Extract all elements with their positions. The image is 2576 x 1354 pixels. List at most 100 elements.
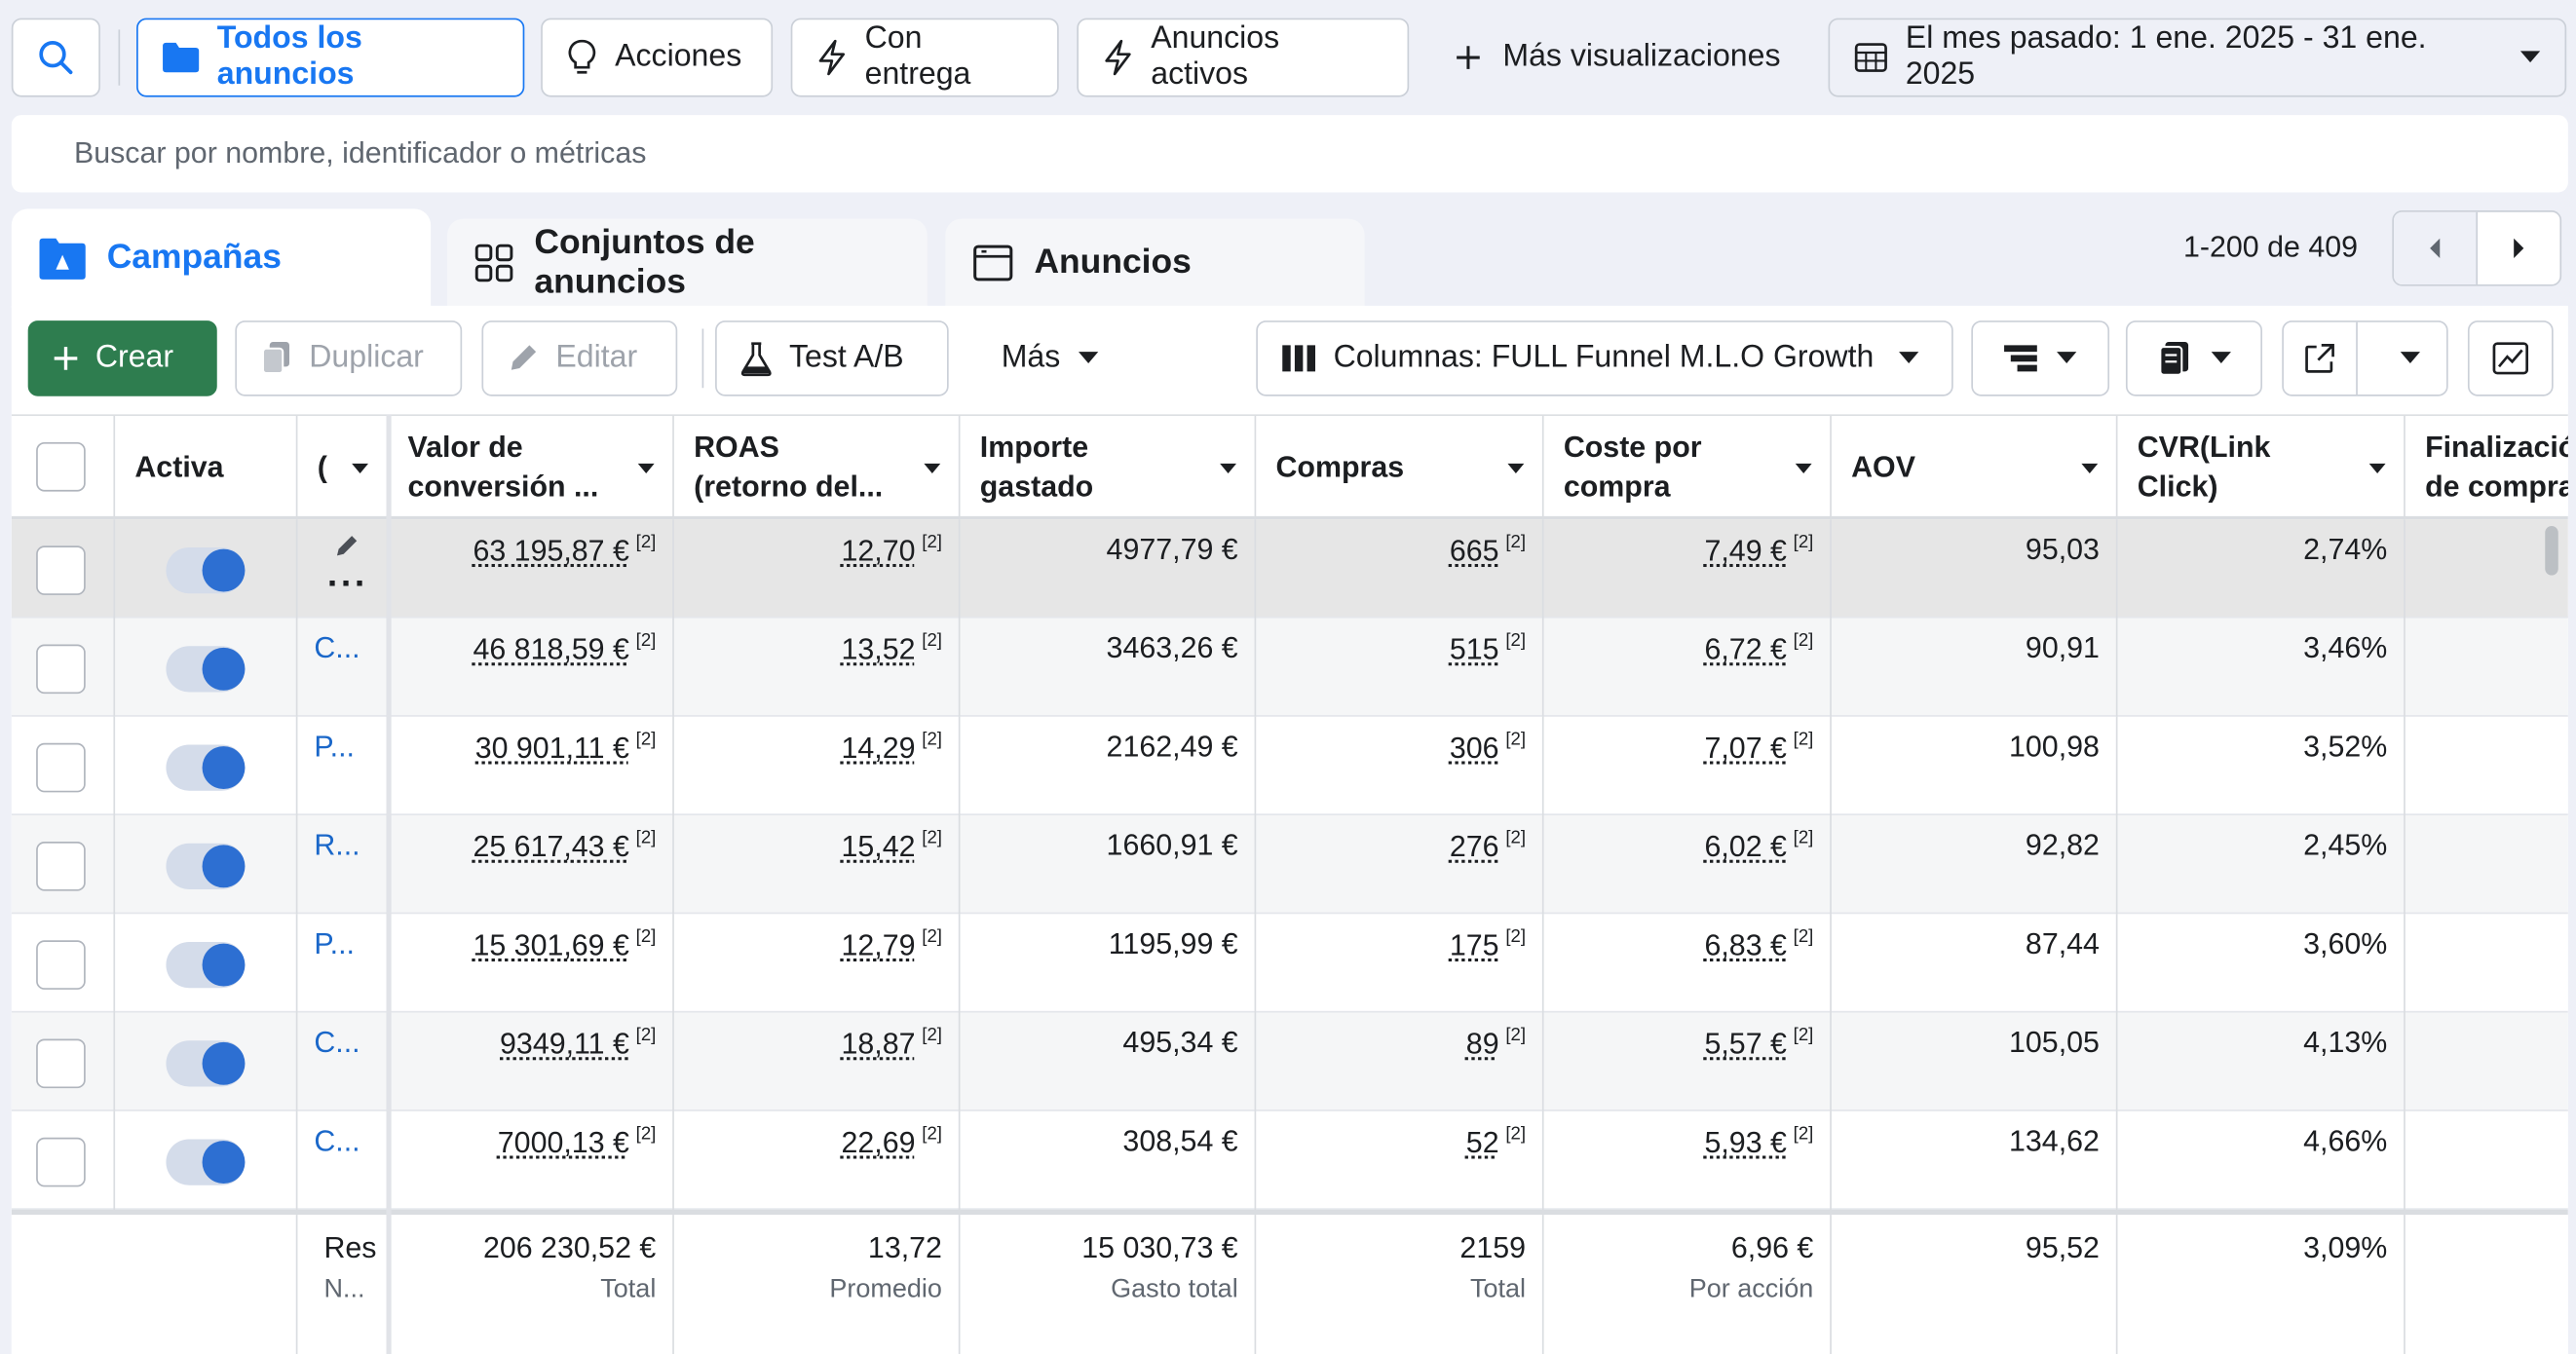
cell-roas[interactable]: 12,70 [2]	[674, 519, 961, 618]
next-page-button[interactable]	[2478, 212, 2559, 284]
cell-roas[interactable]: 22,69 [2]	[674, 1111, 961, 1210]
active-toggle[interactable]	[166, 1040, 245, 1086]
header-cost-per-purchase[interactable]: Coste por compra	[1544, 416, 1832, 518]
active-toggle[interactable]	[166, 942, 245, 988]
table-row[interactable]: P... 30 901,11 € [2] 14,29 [2] 2162,49 € 306 [2…	[12, 717, 2568, 815]
ab-test-button[interactable]: Test A/B	[715, 320, 949, 396]
cell-cpp[interactable]: 6,02 € [2]	[1544, 815, 1832, 914]
vertical-scrollbar[interactable]	[2545, 526, 2558, 576]
header-checkout-finalization[interactable]: Finalizació de compra	[2406, 416, 2568, 518]
cell-roas[interactable]: 15,42 [2]	[674, 815, 961, 914]
campaign-name-link[interactable]: P...	[314, 927, 355, 960]
cell-cpp[interactable]: 7,07 € [2]	[1544, 717, 1832, 815]
header-active[interactable]: Activa	[115, 416, 297, 518]
active-toggle[interactable]	[166, 844, 245, 889]
cell-conv[interactable]: 15 301,69 € [2]	[388, 914, 674, 1012]
reports-button[interactable]	[2126, 320, 2262, 396]
cell-purchases[interactable]: 276 [2]	[1256, 815, 1543, 914]
row-checkbox[interactable]	[36, 1138, 86, 1187]
cell-conv[interactable]: 7000,13 € [2]	[388, 1111, 674, 1210]
tab-ad-sets[interactable]: Conjuntos de anuncios	[447, 218, 928, 307]
cell-purchases[interactable]: 175 [2]	[1256, 914, 1543, 1012]
cell-cpp[interactable]: 6,72 € [2]	[1544, 619, 1832, 717]
cell-purchases[interactable]: 665 [2]	[1256, 519, 1543, 618]
breakdown-button[interactable]	[1971, 320, 2109, 396]
row-checkbox[interactable]	[36, 645, 86, 695]
row-checkbox[interactable]	[36, 940, 86, 990]
cell-conv[interactable]: 9349,11 € [2]	[388, 1013, 674, 1111]
row-checkbox[interactable]	[36, 545, 86, 595]
search-input[interactable]	[74, 136, 2376, 170]
date-range-picker[interactable]: El mes pasado: 1 ene. 2025 - 31 ene. 202…	[1829, 19, 2567, 97]
campaign-name-cell[interactable]: C...	[297, 1111, 388, 1210]
cell-conv[interactable]: 63 195,87 € [2]	[388, 519, 674, 618]
header-amount-spent[interactable]: Importe gastado	[961, 416, 1257, 518]
cell-conv[interactable]: 46 818,59 € [2]	[388, 619, 674, 717]
create-button[interactable]: Crear	[28, 320, 217, 396]
cell-roas[interactable]: 13,52 [2]	[674, 619, 961, 717]
campaign-name-link[interactable]: C...	[314, 631, 360, 664]
row-checkbox[interactable]	[36, 743, 86, 793]
campaign-name-cell[interactable]: C...	[297, 1013, 388, 1111]
cell-cpp[interactable]: 7,49 € [2]	[1544, 519, 1832, 618]
cell-conv[interactable]: 30 901,11 € [2]	[388, 717, 674, 815]
row-checkbox[interactable]	[36, 1039, 86, 1089]
search-button[interactable]	[12, 19, 100, 97]
active-toggle[interactable]	[166, 646, 245, 692]
cell-purchases[interactable]: 515 [2]	[1256, 619, 1543, 717]
more-views-button[interactable]: Más visualizaciones	[1454, 19, 1781, 97]
export-options-button[interactable]	[2373, 322, 2446, 395]
active-toggle[interactable]	[166, 1139, 245, 1185]
table-row[interactable]: C... 46 818,59 € [2] 13,52 [2] 3463,26 € 515 [2…	[12, 619, 2568, 717]
filter-actions[interactable]: Acciones	[541, 19, 773, 97]
pencil-icon[interactable]	[334, 533, 360, 559]
row-checkbox[interactable]	[36, 842, 86, 891]
campaign-name-cell[interactable]: C...	[297, 619, 388, 717]
campaign-name-link[interactable]: C...	[314, 1124, 360, 1157]
table-row[interactable]: R... 25 617,43 € [2] 15,42 [2] 1660,91 € 276 [2…	[12, 815, 2568, 914]
table-row[interactable]: C... 9349,11 € [2] 18,87 [2] 495,34 €89 [2] 5,5…	[12, 1013, 2568, 1111]
header-conversion-value[interactable]: Valor de conversión ...	[388, 416, 674, 518]
campaign-name-link[interactable]: P...	[314, 730, 355, 763]
cell-conv[interactable]: 25 617,43 € [2]	[388, 815, 674, 914]
table-row[interactable]: ··· 63 195,87 € [2] 12,70 [2] 4977,79 € 665 [2]…	[12, 519, 2568, 618]
filter-active-ads[interactable]: Anuncios activos	[1077, 19, 1409, 97]
cell-roas[interactable]: 18,87 [2]	[674, 1013, 961, 1111]
cell-purchases[interactable]: 89 [2]	[1256, 1013, 1543, 1111]
tab-campaigns[interactable]: Campañas	[12, 208, 431, 307]
active-toggle[interactable]	[166, 744, 245, 790]
campaign-name-cell[interactable]: P...	[297, 914, 388, 1012]
header-roas[interactable]: ROAS (retorno del...	[674, 416, 961, 518]
cell-cpp[interactable]: 5,93 € [2]	[1544, 1111, 1832, 1210]
more-actions-button[interactable]: Más	[978, 320, 1126, 396]
cell-roas[interactable]: 12,79 [2]	[674, 914, 961, 1012]
filter-with-delivery[interactable]: Con entrega	[791, 19, 1059, 97]
columns-preset-button[interactable]: Columnas: FULL Funnel M.L.O Growth	[1256, 320, 1953, 396]
table-row[interactable]: C... 7000,13 € [2] 22,69 [2] 308,54 €52 [2] 5,9…	[12, 1111, 2568, 1210]
cell-cpp[interactable]: 6,83 € [2]	[1544, 914, 1832, 1012]
cell-roas[interactable]: 14,29 [2]	[674, 717, 961, 815]
table-row[interactable]: P... 15 301,69 € [2] 12,79 [2] 1195,99 € 175 [2…	[12, 914, 2568, 1012]
campaign-name-link[interactable]: R...	[314, 829, 360, 862]
export-button[interactable]	[2284, 322, 2357, 395]
previous-page-button[interactable]	[2394, 212, 2478, 284]
cell-purchases[interactable]: 52 [2]	[1256, 1111, 1543, 1210]
cell-purchases[interactable]: 306 [2]	[1256, 717, 1543, 815]
campaign-name-link[interactable]: C...	[314, 1026, 360, 1059]
active-toggle[interactable]	[166, 547, 245, 593]
header-cvr[interactable]: CVR(Link Click)	[2118, 416, 2406, 518]
header-name[interactable]: (	[297, 416, 388, 518]
tab-ads[interactable]: Anuncios	[945, 218, 1364, 307]
campaign-name-cell[interactable]: P...	[297, 717, 388, 815]
filter-all-ads[interactable]: Todos los anuncios	[136, 19, 524, 97]
select-all-checkbox[interactable]	[36, 442, 86, 492]
cell-cpp[interactable]: 5,57 € [2]	[1544, 1013, 1832, 1111]
campaign-name-cell[interactable]: ···	[297, 519, 388, 618]
duplicate-button[interactable]: Duplicar	[235, 320, 462, 396]
more-options-icon[interactable]: ···	[327, 562, 368, 605]
header-purchases[interactable]: Compras	[1256, 416, 1543, 518]
edit-button[interactable]: Editar	[481, 320, 677, 396]
campaign-name-cell[interactable]: R...	[297, 815, 388, 914]
charts-button[interactable]	[2468, 320, 2554, 396]
header-aov[interactable]: AOV	[1832, 416, 2118, 518]
